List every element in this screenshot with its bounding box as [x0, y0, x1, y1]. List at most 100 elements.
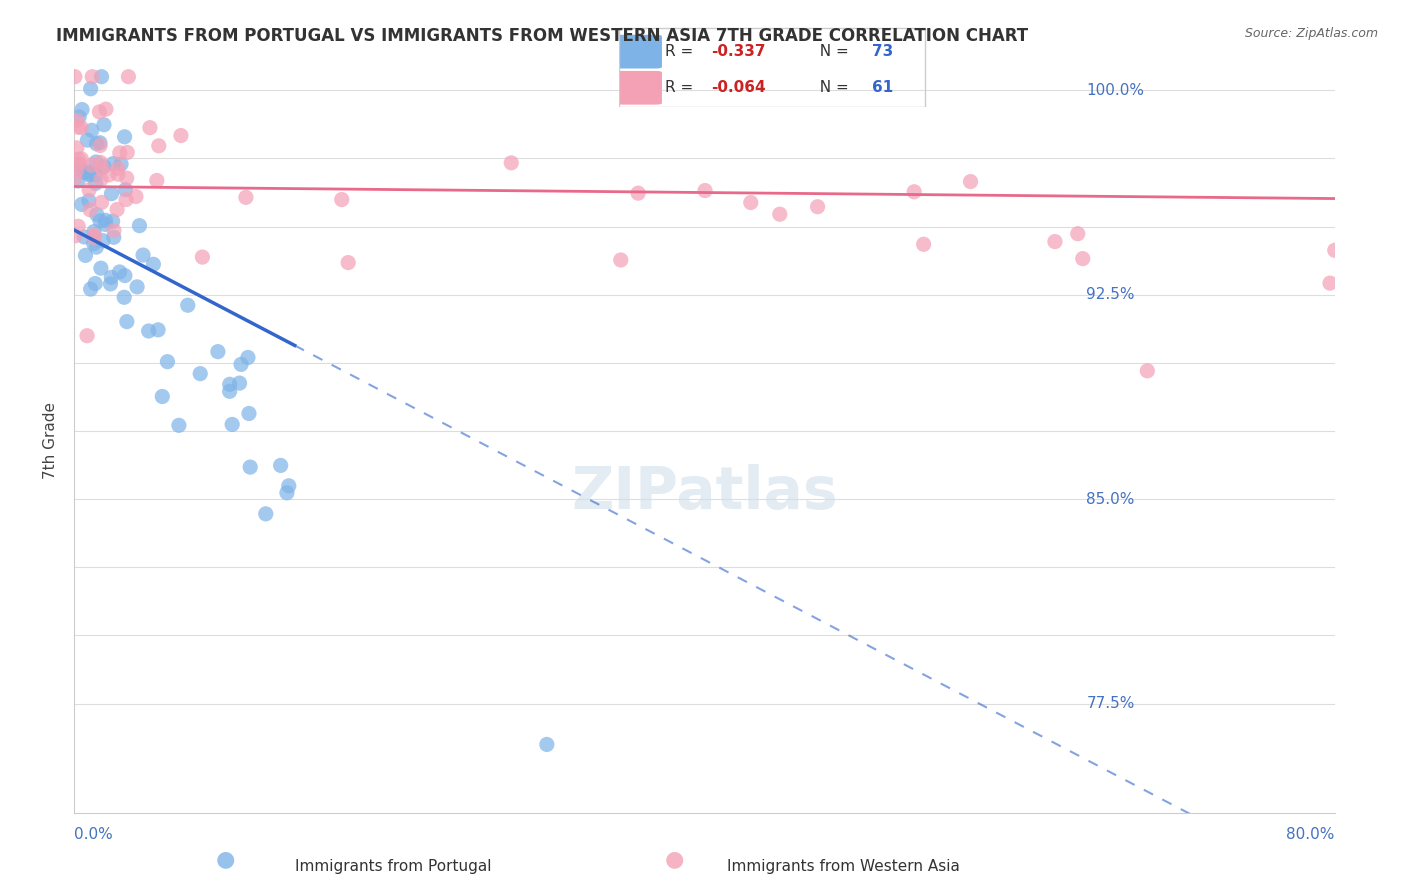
Text: 100.0%: 100.0%: [1087, 83, 1144, 98]
Text: R =: R =: [665, 80, 699, 95]
Point: [1136, 364, 1159, 378]
Point: [66, 113, 89, 128]
Point: [105, 202, 128, 217]
Text: ●: ●: [215, 850, 235, 870]
Point: [76, 328, 98, 343]
Point: [218, 384, 240, 399]
Point: [101, 214, 124, 228]
Point: [110, 157, 132, 171]
Point: [89, 104, 111, 119]
Point: [83, 236, 105, 251]
Point: [254, 507, 277, 521]
Point: [103, 156, 125, 170]
Text: -0.337: -0.337: [711, 44, 766, 59]
Point: [93, 118, 115, 132]
Point: [83, 230, 105, 244]
Text: R =: R =: [665, 44, 699, 59]
Point: [903, 185, 925, 199]
Point: [80, 123, 103, 137]
Text: -0.064: -0.064: [711, 80, 766, 95]
Text: ZIPatlas: ZIPatlas: [571, 464, 838, 521]
Point: [138, 324, 160, 338]
Point: [94, 102, 117, 116]
Point: [806, 200, 828, 214]
Point: [108, 265, 131, 279]
Point: [1319, 276, 1341, 290]
Point: [67, 110, 90, 124]
Point: [170, 128, 193, 143]
Point: [112, 290, 135, 304]
Point: [90, 261, 112, 276]
Point: [77, 167, 100, 181]
Point: [277, 479, 299, 493]
Point: [536, 738, 558, 752]
Point: [228, 376, 250, 390]
Text: 73: 73: [872, 44, 894, 59]
Point: [132, 248, 155, 262]
Point: [89, 214, 111, 228]
Point: [501, 156, 523, 170]
Point: [67, 219, 90, 234]
Point: [86, 136, 108, 151]
Point: [93, 160, 115, 174]
Point: [90, 70, 112, 84]
Point: [218, 377, 240, 392]
Point: [221, 417, 243, 432]
Point: [76, 164, 98, 178]
Point: [1071, 252, 1094, 266]
Point: [67, 120, 90, 135]
Text: Source: ZipAtlas.com: Source: ZipAtlas.com: [1244, 27, 1378, 40]
Point: [77, 194, 100, 208]
Text: N =: N =: [810, 44, 853, 59]
Point: [76, 133, 98, 147]
Point: [91, 234, 114, 248]
Point: [89, 138, 111, 153]
Text: 85.0%: 85.0%: [1087, 491, 1135, 507]
Point: [115, 171, 138, 186]
Point: [97, 168, 120, 182]
Point: [103, 230, 125, 244]
Point: [67, 156, 90, 170]
Point: [236, 351, 259, 365]
Point: [89, 136, 111, 150]
Point: [84, 240, 107, 254]
Point: [79, 282, 101, 296]
Text: 77.5%: 77.5%: [1087, 696, 1135, 711]
Point: [114, 183, 136, 197]
Point: [84, 177, 107, 191]
Point: [90, 195, 112, 210]
Point: [94, 218, 117, 232]
Point: [238, 407, 260, 421]
Point: [150, 389, 173, 403]
Y-axis label: 7th Grade: 7th Grade: [44, 402, 58, 479]
Point: [77, 183, 100, 197]
Point: [239, 460, 262, 475]
Point: [146, 323, 169, 337]
Point: [84, 168, 107, 182]
Point: [66, 163, 89, 178]
Point: [65, 161, 87, 176]
Point: [114, 129, 136, 144]
Point: [207, 344, 229, 359]
Text: N =: N =: [810, 80, 853, 95]
Text: Immigrants from Western Asia: Immigrants from Western Asia: [727, 859, 960, 874]
Point: [63, 171, 86, 186]
Point: [83, 225, 105, 239]
Point: [1323, 244, 1346, 258]
Point: [740, 195, 762, 210]
Point: [108, 145, 131, 160]
Point: [1067, 227, 1090, 241]
Point: [337, 255, 360, 269]
Point: [125, 189, 148, 203]
Point: [83, 228, 105, 243]
Point: [66, 141, 89, 155]
Point: [139, 120, 162, 135]
Point: [89, 155, 111, 169]
Point: [627, 186, 650, 201]
Point: [90, 161, 112, 175]
Point: [128, 219, 150, 233]
Point: [912, 237, 935, 252]
Text: 0.0%: 0.0%: [75, 828, 112, 842]
Point: [276, 485, 298, 500]
Point: [86, 208, 108, 222]
